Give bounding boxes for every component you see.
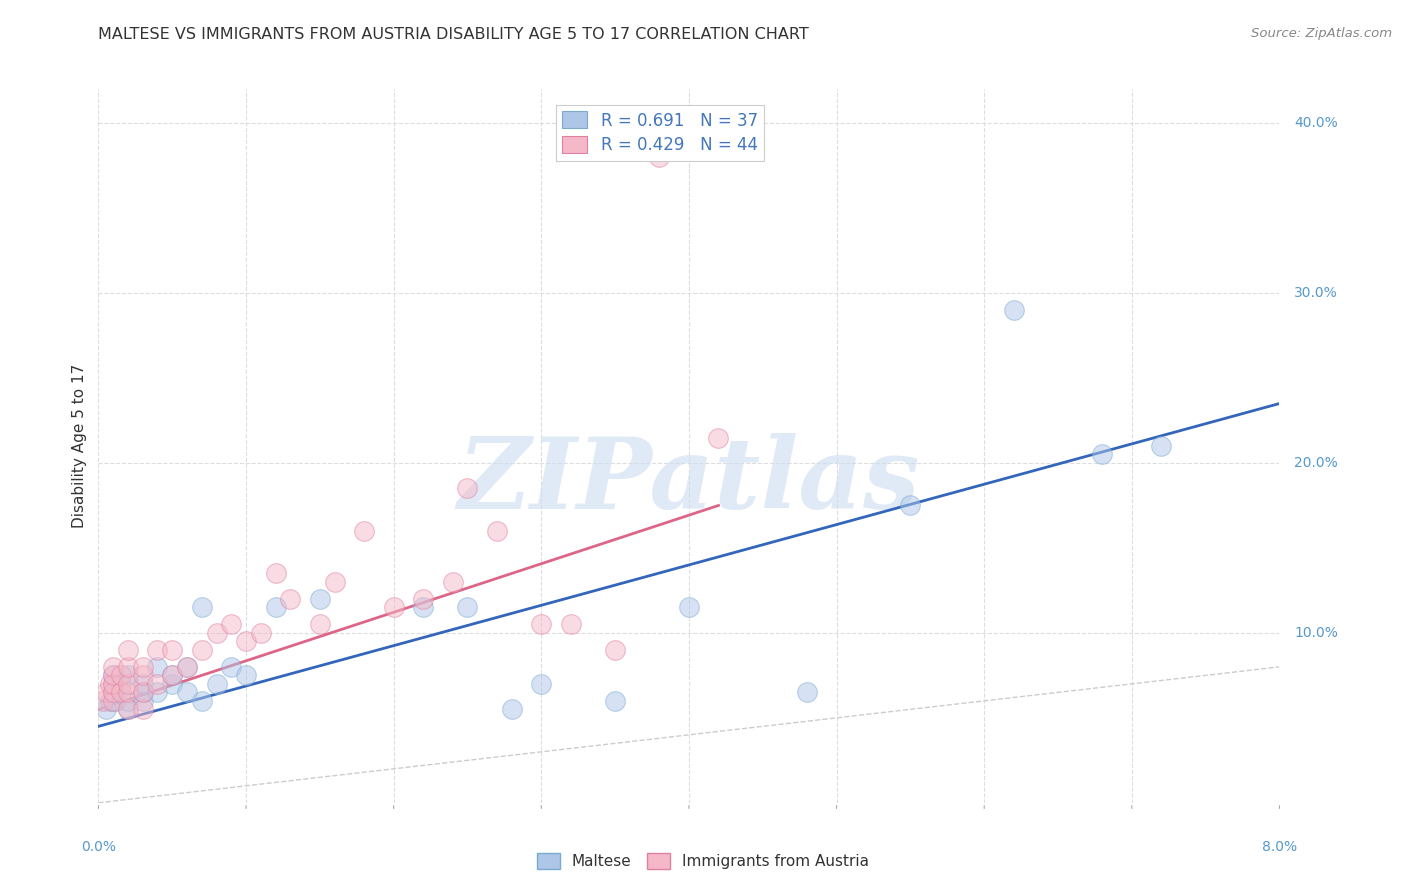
Point (110, 677, 132, 691)
Point (1091, 448, 1114, 462)
Point (219, 617, 242, 632)
Point (132, 660, 155, 674)
Point (103, 685, 124, 699)
Point (105, 694, 128, 708)
Text: ZIPatlas: ZIPatlas (458, 434, 920, 530)
Point (176, 660, 198, 674)
Point (235, 634, 257, 648)
Legend: R = 0.691   N = 37, R = 0.429   N = 44: R = 0.691 N = 37, R = 0.429 N = 44 (555, 104, 765, 161)
Y-axis label: Disability Age 5 to 17: Disability Age 5 to 17 (72, 364, 87, 528)
Text: 10.0%: 10.0% (1294, 626, 1339, 640)
Point (103, 668, 124, 682)
Point (219, 660, 242, 674)
Point (132, 702, 155, 716)
Point (103, 660, 124, 674)
Point (132, 685, 155, 699)
Point (560, 617, 582, 632)
Point (146, 660, 169, 674)
Point (605, 694, 627, 708)
Point (323, 574, 346, 589)
Point (205, 677, 228, 691)
Point (117, 668, 139, 682)
Point (250, 626, 273, 640)
Point (103, 677, 124, 691)
Point (98, 677, 121, 691)
Point (456, 600, 478, 615)
Point (98, 694, 121, 708)
Point (898, 499, 921, 513)
Point (94, 685, 117, 699)
Text: 30.0%: 30.0% (1294, 286, 1339, 300)
Point (132, 668, 155, 682)
Point (103, 668, 124, 682)
Point (162, 668, 183, 682)
Point (205, 626, 228, 640)
Point (678, 600, 700, 615)
Text: Source: ZipAtlas.com: Source: ZipAtlas.com (1251, 27, 1392, 40)
Point (117, 660, 139, 674)
Point (441, 574, 464, 589)
Point (132, 677, 155, 691)
Point (605, 643, 627, 657)
Point (308, 591, 332, 606)
Point (456, 482, 478, 496)
Point (176, 660, 198, 674)
Point (103, 677, 124, 691)
Point (264, 566, 287, 581)
Point (94, 702, 117, 716)
Point (146, 643, 169, 657)
Point (191, 600, 214, 615)
Point (278, 591, 301, 606)
Text: 20.0%: 20.0% (1294, 456, 1339, 470)
Text: MALTESE VS IMMIGRANTS FROM AUSTRIA DISABILITY AGE 5 TO 17 CORRELATION CHART: MALTESE VS IMMIGRANTS FROM AUSTRIA DISAB… (98, 27, 810, 42)
Point (382, 600, 405, 615)
Point (103, 694, 124, 708)
Point (530, 677, 553, 691)
Legend: Maltese, Immigrants from Austria: Maltese, Immigrants from Austria (530, 847, 876, 875)
Point (110, 668, 132, 682)
Point (162, 677, 183, 691)
Point (530, 617, 553, 632)
Point (308, 617, 332, 632)
Point (485, 524, 508, 538)
Point (648, 150, 671, 164)
Point (1002, 303, 1025, 318)
Point (707, 430, 730, 444)
Point (235, 668, 257, 682)
Point (1150, 439, 1173, 453)
Point (91, 694, 114, 708)
Point (146, 685, 169, 699)
Point (264, 600, 287, 615)
Text: 0.0%: 0.0% (82, 840, 115, 855)
Point (501, 702, 523, 716)
Point (132, 685, 155, 699)
Text: 8.0%: 8.0% (1263, 840, 1296, 855)
Point (117, 677, 139, 691)
Point (176, 685, 198, 699)
Point (796, 685, 818, 699)
Point (412, 591, 434, 606)
Point (103, 685, 124, 699)
Point (146, 677, 169, 691)
Point (117, 643, 139, 657)
Point (110, 685, 132, 699)
Point (162, 668, 183, 682)
Point (191, 694, 214, 708)
Point (353, 524, 375, 538)
Point (117, 702, 139, 716)
Point (117, 694, 139, 708)
Point (117, 702, 139, 716)
Text: 40.0%: 40.0% (1294, 116, 1339, 130)
Point (412, 600, 434, 615)
Point (132, 694, 155, 708)
Point (191, 643, 214, 657)
Point (117, 685, 139, 699)
Point (162, 643, 183, 657)
